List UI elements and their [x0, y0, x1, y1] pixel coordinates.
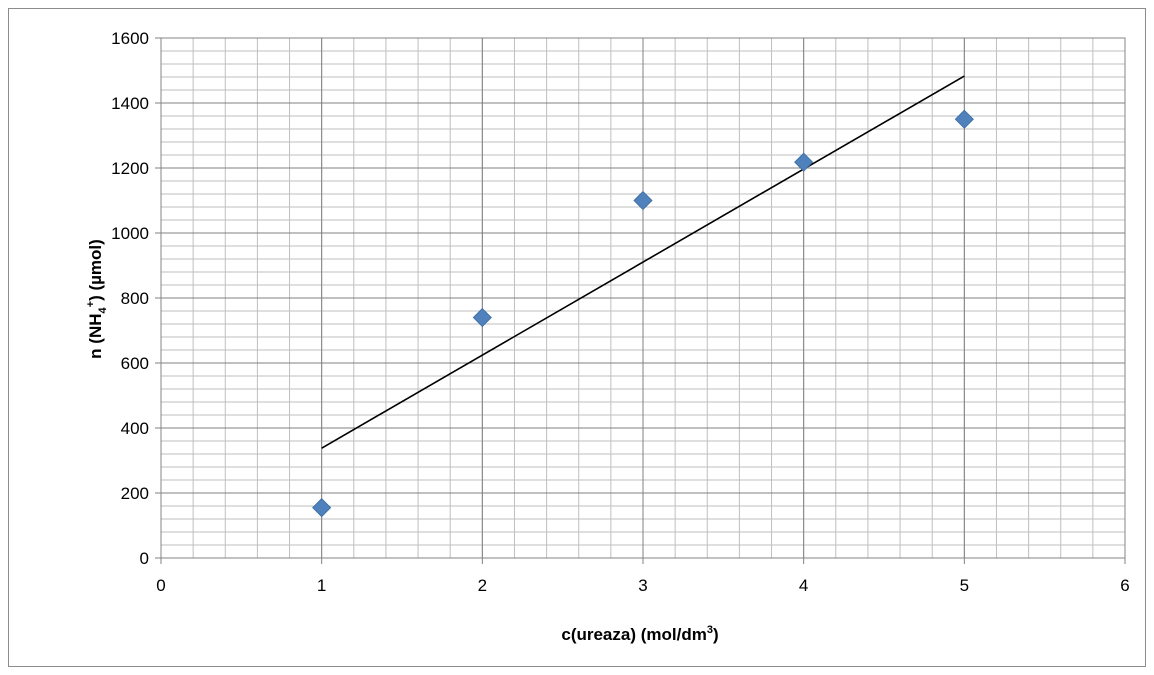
y-axis-title: n (NH4+) (µmol)	[85, 239, 109, 359]
x-axis-title-base: c(ureaza) (mol/dm	[561, 625, 706, 644]
linear-trendline	[321, 75, 965, 449]
data-point-diamond	[472, 307, 492, 328]
y-tick-label: 1200	[111, 159, 149, 178]
x-tick-label: 3	[638, 576, 647, 595]
y-axis-title-sub: 4	[97, 306, 109, 313]
x-axis-title-tail: )	[713, 625, 719, 644]
y-axis-title-base: n (NH	[86, 313, 105, 358]
data-point-diamond	[794, 152, 814, 172]
y-tick-label: 800	[121, 289, 149, 308]
y-tick-label: 400	[121, 419, 149, 438]
data-point-diamond	[633, 190, 653, 211]
data-points	[312, 109, 974, 518]
trendline-group	[321, 75, 965, 449]
data-point-diamond	[954, 109, 974, 129]
x-tick-label: 6	[1120, 576, 1129, 595]
y-tick-label: 1000	[111, 224, 149, 243]
y-tick-label: 600	[121, 354, 149, 373]
x-axis-title: c(ureaza) (mol/dm3)	[561, 624, 718, 644]
y-tick-label: 1600	[111, 29, 149, 48]
x-axis-tick-labels: 0 1 2 3 4 5 6	[156, 558, 1130, 595]
y-axis-title-tail: ) (µmol)	[86, 239, 105, 301]
y-tick-label: 0	[140, 549, 149, 568]
y-axis-tick-labels: 0 200 400 600 800 1000 1200 1400 1600	[111, 29, 161, 568]
y-tick-label: 1400	[111, 94, 149, 113]
x-axis-title-sup: 3	[707, 624, 713, 636]
y-tick-label: 200	[121, 484, 149, 503]
data-point-diamond	[312, 498, 332, 518]
x-tick-label: 2	[478, 576, 487, 595]
x-tick-label: 0	[156, 576, 165, 595]
x-tick-label: 4	[799, 576, 808, 595]
x-tick-label: 5	[960, 576, 969, 595]
x-tick-label: 1	[317, 576, 326, 595]
y-axis-title-sup: +	[85, 301, 97, 307]
